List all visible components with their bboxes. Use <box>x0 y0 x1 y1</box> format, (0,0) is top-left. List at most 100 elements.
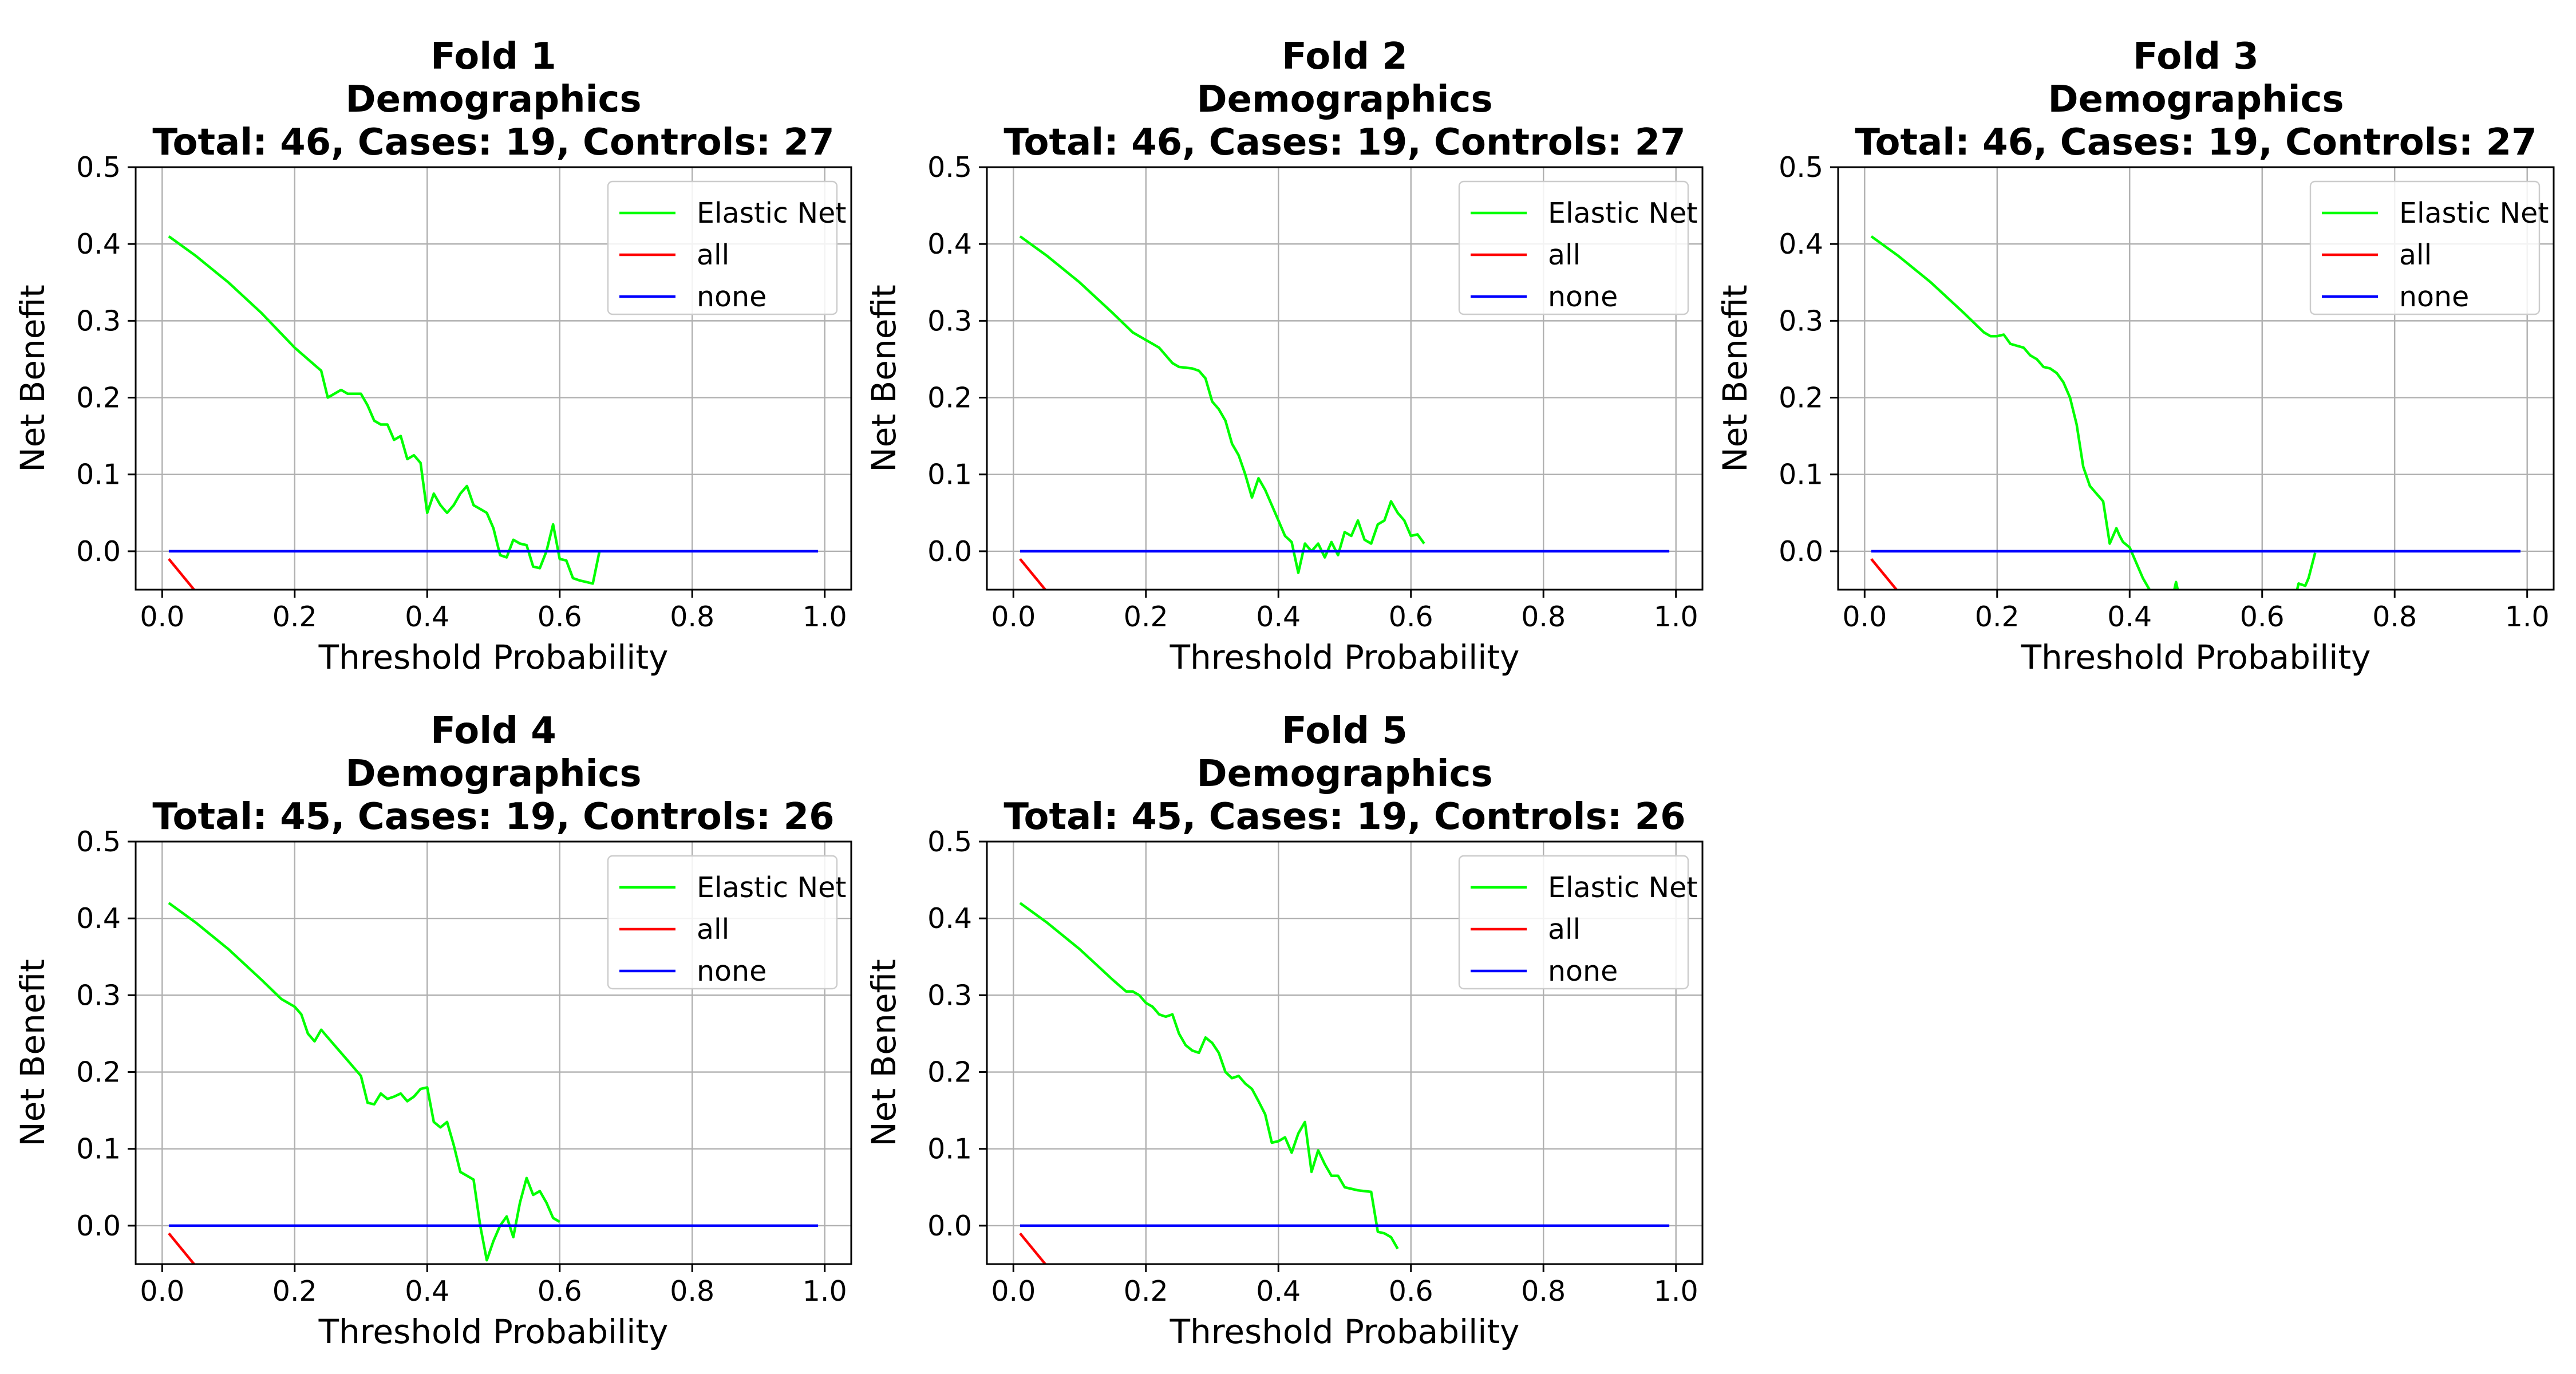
y-tick-label: 0.1 <box>1779 459 1823 491</box>
legend: Elastic Net all none <box>2309 180 2549 315</box>
legend-box <box>1458 855 1689 990</box>
legend-label-elastic-net: Elastic Net <box>697 197 847 230</box>
plot-frame <box>135 840 852 1265</box>
legend-label-none: none <box>697 955 767 988</box>
plot-frame <box>986 166 1704 591</box>
x-axis-label: Threshold Probability <box>1170 638 1520 677</box>
y-tick-label: 0.0 <box>76 535 121 568</box>
chart-title-line-2: Demographics <box>2048 78 2344 121</box>
y-tick-label: 0.1 <box>76 1133 121 1166</box>
chart-title-line-2: Demographics <box>345 78 641 121</box>
x-tick-label: 0.2 <box>272 1275 317 1308</box>
chart-panel-4: 0.0 0.2 0.4 0.6 0.8 1.0 0.0 0.1 0.2 0.3 0.4 0.5 Thre… <box>13 710 852 1351</box>
series-line-all <box>168 558 196 590</box>
legend: Elastic Net all none <box>1458 855 1698 990</box>
y-tick-label: 0.1 <box>927 459 972 491</box>
chart-title-line-3: Total: 46, Cases: 19, Controls: 27 <box>152 121 834 164</box>
x-tick-label: 0.2 <box>1124 601 1168 633</box>
y-tick-label: 0.5 <box>76 151 121 184</box>
x-tick-label: 0.0 <box>991 1275 1036 1308</box>
x-tick-label: 0.8 <box>1521 1275 1566 1308</box>
y-tick-label: 0.0 <box>76 1210 121 1242</box>
y-tick-label: 0.3 <box>76 979 121 1012</box>
legend-box <box>2309 180 2541 315</box>
x-tick-label: 0.0 <box>991 601 1036 633</box>
y-tick-label: 0.3 <box>1779 305 1823 337</box>
x-tick-label: 0.8 <box>2372 601 2417 633</box>
x-axis-label: Threshold Probability <box>318 1312 669 1351</box>
y-axis-label: Net Benefit <box>13 285 52 472</box>
y-tick-label: 0.4 <box>1779 228 1823 260</box>
legend-label-all: all <box>2399 239 2432 271</box>
x-tick-label: 0.0 <box>140 601 184 633</box>
y-tick-label: 0.2 <box>76 1056 121 1089</box>
series-line-elastic-net <box>168 235 601 585</box>
legend-label-none: none <box>2399 281 2469 313</box>
y-axis-label: Net Benefit <box>13 959 52 1146</box>
x-tick-label: 0.2 <box>1975 601 2020 633</box>
chart-title-line-1: Fold 5 <box>1282 710 1408 752</box>
series-line-elastic-net <box>1019 902 1399 1250</box>
legend-box <box>607 855 838 990</box>
legend-label-all: all <box>1548 913 1581 946</box>
legend-label-none: none <box>1548 955 1618 988</box>
y-tick-label: 0.5 <box>76 826 121 858</box>
y-tick-label: 0.0 <box>1779 535 1823 568</box>
x-tick-label: 0.0 <box>140 1275 184 1308</box>
series-line-elastic-net <box>1870 235 2151 590</box>
x-tick-label: 1.0 <box>803 1275 847 1308</box>
x-tick-label: 1.0 <box>803 601 847 633</box>
legend-label-none: none <box>697 281 767 313</box>
legend-label-all: all <box>697 913 729 946</box>
x-tick-label: 0.4 <box>405 1275 449 1308</box>
y-axis-label: Net Benefit <box>1716 285 1755 472</box>
x-axis-label: Threshold Probability <box>318 638 669 677</box>
x-tick-label: 0.2 <box>272 601 317 633</box>
y-tick-label: 0.2 <box>927 1056 972 1089</box>
legend-box <box>1458 180 1689 315</box>
x-tick-label: 0.2 <box>1124 1275 1168 1308</box>
y-tick-label: 0.3 <box>76 305 121 337</box>
y-tick-label: 0.2 <box>76 382 121 414</box>
x-axis-label: Threshold Probability <box>2021 638 2371 677</box>
x-tick-label: 0.4 <box>2107 601 2152 633</box>
x-tick-label: 0.8 <box>1521 601 1566 633</box>
x-tick-label: 0.4 <box>1256 1275 1301 1308</box>
y-tick-label: 0.1 <box>927 1133 972 1166</box>
y-tick-label: 0.4 <box>927 902 972 935</box>
x-tick-label: 0.6 <box>1389 1275 1433 1308</box>
y-axis-label: Net Benefit <box>864 285 903 472</box>
y-tick-label: 0.5 <box>1779 151 1823 184</box>
legend-label-elastic-net: Elastic Net <box>697 871 847 904</box>
legend-box <box>607 180 838 315</box>
y-tick-label: 0.3 <box>927 979 972 1012</box>
legend-label-none: none <box>1548 281 1618 313</box>
y-tick-label: 0.5 <box>927 826 972 858</box>
x-tick-label: 0.6 <box>538 1275 582 1308</box>
chart-title-line-1: Fold 3 <box>2133 35 2259 78</box>
chart-title-line-2: Demographics <box>1196 753 1492 795</box>
y-tick-label: 0.2 <box>1779 382 1823 414</box>
y-axis-label: Net Benefit <box>864 959 903 1146</box>
x-tick-label: 0.4 <box>1256 601 1301 633</box>
legend: Elastic Net all none <box>607 180 847 315</box>
y-tick-label: 0.0 <box>927 535 972 568</box>
legend-label-all: all <box>1548 239 1581 271</box>
x-axis-label: Threshold Probability <box>1170 1312 1520 1351</box>
x-tick-label: 1.0 <box>1654 1275 1698 1308</box>
y-tick-label: 0.1 <box>76 459 121 491</box>
legend-label-elastic-net: Elastic Net <box>1548 871 1698 904</box>
legend: Elastic Net all none <box>1458 180 1698 315</box>
x-tick-label: 0.0 <box>1842 601 1887 633</box>
chart-title-line-1: Fold 4 <box>430 710 556 752</box>
chart-title-line-3: Total: 45, Cases: 19, Controls: 26 <box>1003 796 1685 838</box>
chart-title-line-3: Total: 45, Cases: 19, Controls: 26 <box>152 796 834 838</box>
y-tick-label: 0.4 <box>76 228 121 260</box>
x-tick-label: 0.6 <box>2240 601 2285 633</box>
legend: Elastic Net all none <box>607 855 847 990</box>
x-tick-label: 1.0 <box>2505 601 2550 633</box>
chart-panel-5: 0.0 0.2 0.4 0.6 0.8 1.0 0.0 0.1 0.2 0.3 0.4 0.5 Thre… <box>864 710 1704 1351</box>
chart-title-line-3: Total: 46, Cases: 19, Controls: 27 <box>1855 121 2537 164</box>
y-tick-label: 0.4 <box>76 902 121 935</box>
